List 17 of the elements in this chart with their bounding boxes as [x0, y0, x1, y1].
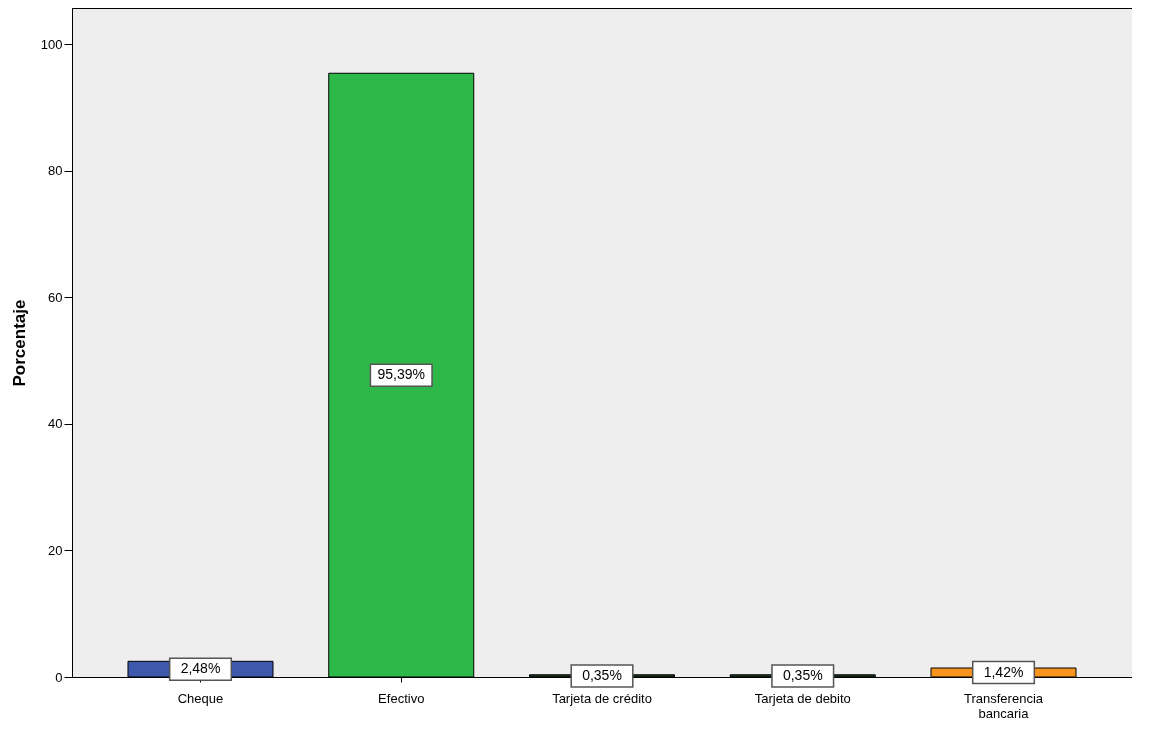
- x-tick-label: Cheque: [177, 690, 224, 706]
- y-axis-title: Porcentaje: [9, 299, 29, 387]
- y-tick-label: 0: [55, 669, 63, 685]
- y-tick-label: 100: [40, 36, 63, 52]
- y-tick-label: 40: [48, 416, 63, 432]
- data-label: 2,48%: [180, 660, 221, 677]
- x-tick-label: Transferencia bancaria: [964, 690, 1044, 721]
- y-tick-label: 80: [48, 163, 63, 179]
- data-label: 0,35%: [782, 666, 823, 683]
- x-tick-label: Efectivo: [378, 690, 425, 706]
- y-tick-label: 20: [48, 542, 63, 558]
- x-tick-label: Tarjeta de debito: [754, 690, 851, 706]
- data-label: 1,42%: [983, 663, 1024, 680]
- data-label: 0,35%: [582, 666, 622, 683]
- x-tick-label: Tarjeta de crédito: [552, 690, 652, 706]
- data-label: 95,39%: [377, 366, 425, 383]
- y-tick-label: 60: [48, 289, 63, 305]
